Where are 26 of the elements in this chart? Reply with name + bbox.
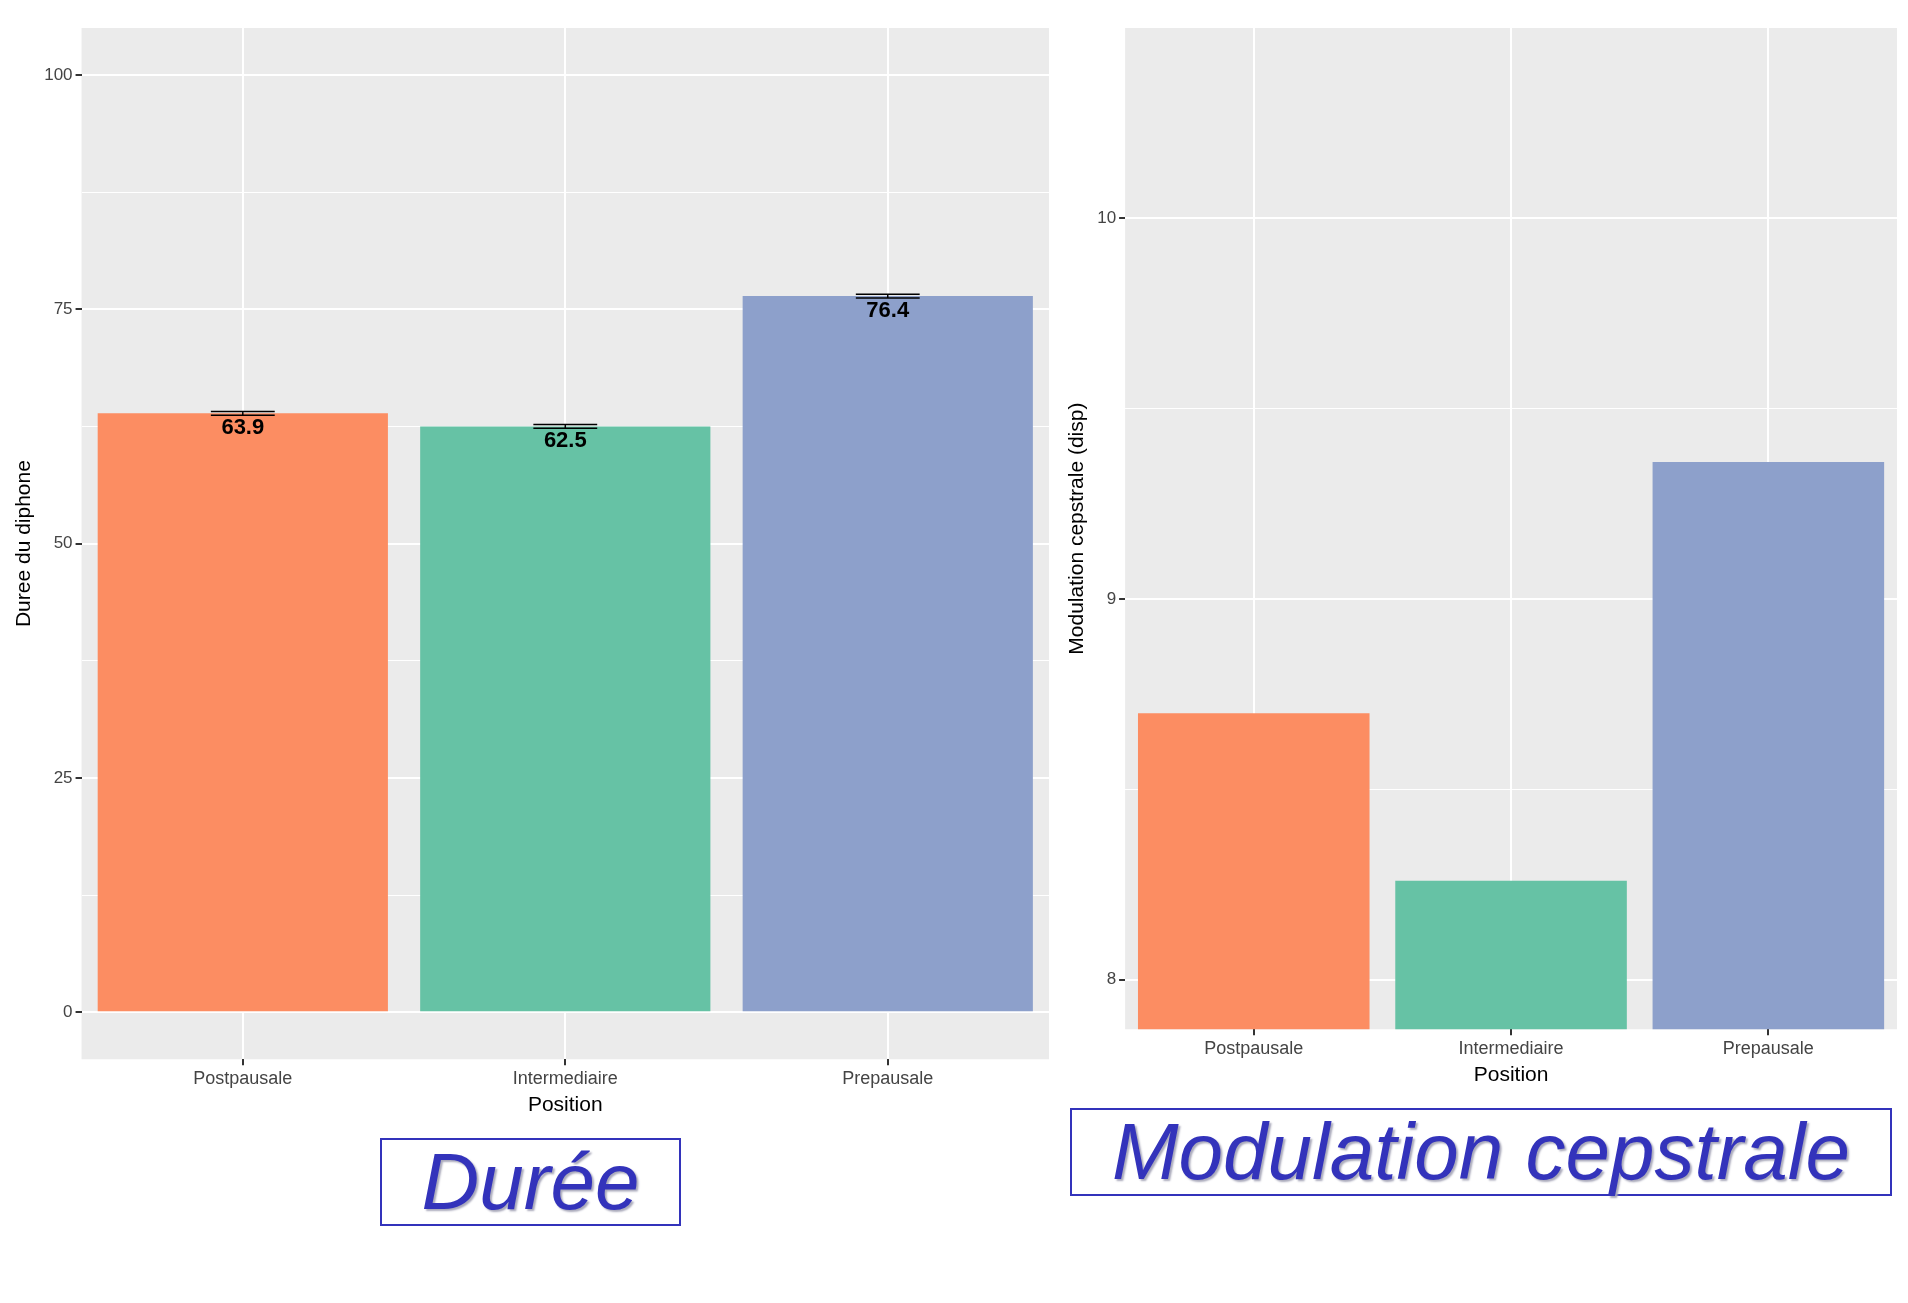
y-axis-title: Modulation cepstrale (disp) <box>1064 402 1088 655</box>
x-tick-label: Intermediaire <box>1458 1037 1564 1058</box>
text: Durée <box>379 1137 682 1226</box>
y-tick-label: 10 <box>1097 208 1117 228</box>
y-tick-label: 50 <box>53 533 73 553</box>
x-tick-label: Postpausale <box>1204 1037 1304 1058</box>
x-tick-label: Postpausale <box>193 1067 293 1088</box>
text: Modulation cepstrale <box>1069 1107 1893 1196</box>
x-tick-label: Prepausale <box>1722 1037 1814 1058</box>
bar <box>97 413 388 1012</box>
y-tick-label: 75 <box>53 298 73 318</box>
y-tick-label: 100 <box>44 64 73 84</box>
data-label: 62.5 <box>543 427 587 453</box>
data-label: 76.4 <box>866 297 910 323</box>
x-axis-title: Position <box>1473 1062 1549 1086</box>
data-label: 63.9 <box>221 414 265 440</box>
y-axis-title: Duree du diphone <box>11 460 35 628</box>
y-tick-label: 25 <box>53 767 73 787</box>
y-tick-label: 8 <box>1106 969 1117 989</box>
x-tick-label: Intermediaire <box>512 1067 618 1088</box>
x-axis-title: Position <box>527 1092 603 1116</box>
bar <box>420 426 711 1012</box>
bar <box>742 296 1033 1012</box>
x-tick-label: Prepausale <box>842 1067 934 1088</box>
y-tick-label: 9 <box>1106 588 1117 608</box>
y-tick-label: 0 <box>63 1002 73 1022</box>
